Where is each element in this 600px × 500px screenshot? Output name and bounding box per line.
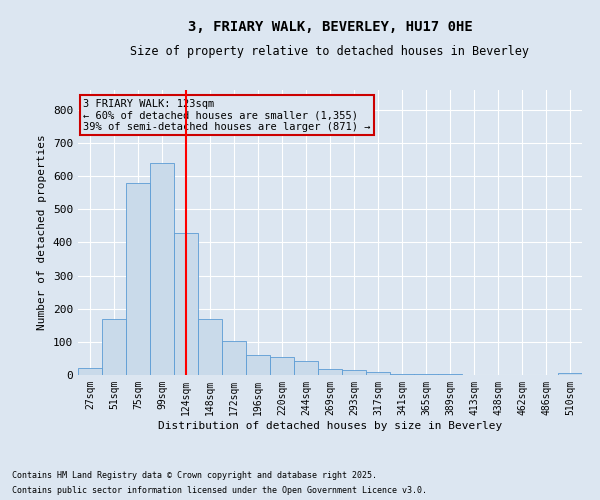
Bar — [390, 374, 414, 375]
X-axis label: Distribution of detached houses by size in Beverley: Distribution of detached houses by size … — [158, 420, 502, 430]
Bar — [342, 370, 366, 375]
Bar — [414, 374, 438, 375]
Bar — [318, 369, 342, 375]
Bar — [294, 361, 318, 375]
Bar — [246, 355, 270, 375]
Bar — [366, 372, 390, 375]
Text: 3 FRIARY WALK: 123sqm
← 60% of detached houses are smaller (1,355)
39% of semi-d: 3 FRIARY WALK: 123sqm ← 60% of detached … — [83, 98, 371, 132]
Bar — [174, 232, 198, 375]
Bar — [102, 320, 126, 375]
Bar — [126, 184, 150, 375]
Bar — [270, 357, 294, 375]
Bar — [78, 368, 102, 375]
Bar — [198, 320, 222, 375]
Text: 3, FRIARY WALK, BEVERLEY, HU17 0HE: 3, FRIARY WALK, BEVERLEY, HU17 0HE — [188, 20, 472, 34]
Bar — [558, 372, 582, 375]
Text: Contains HM Land Registry data © Crown copyright and database right 2025.: Contains HM Land Registry data © Crown c… — [12, 471, 377, 480]
Y-axis label: Number of detached properties: Number of detached properties — [37, 134, 47, 330]
Bar — [150, 163, 174, 375]
Bar — [438, 374, 462, 375]
Bar — [222, 341, 246, 375]
Text: Size of property relative to detached houses in Beverley: Size of property relative to detached ho… — [131, 45, 530, 58]
Text: Contains public sector information licensed under the Open Government Licence v3: Contains public sector information licen… — [12, 486, 427, 495]
